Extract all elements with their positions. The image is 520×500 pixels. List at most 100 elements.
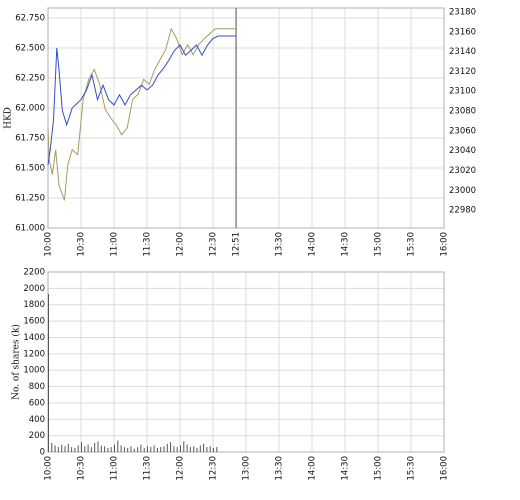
volume-bar bbox=[213, 447, 214, 452]
y2-tick-label: 23160 bbox=[449, 27, 476, 37]
x-tick-label: 11:30 bbox=[143, 456, 153, 481]
volume-bar bbox=[166, 443, 168, 452]
y-tick-label: 1400 bbox=[23, 333, 45, 343]
volume-bar bbox=[216, 447, 218, 452]
volume-bar bbox=[117, 440, 119, 452]
volume-bar bbox=[170, 442, 172, 452]
volume-bar bbox=[94, 443, 96, 452]
volume-bar bbox=[143, 447, 145, 452]
y2-tick-label: 23000 bbox=[449, 186, 476, 196]
volume-bar bbox=[104, 446, 106, 452]
volume-bar bbox=[110, 447, 112, 452]
volume-bar bbox=[189, 447, 191, 452]
y-tick-label: 61.750 bbox=[15, 133, 45, 143]
x-tick-label: 10:00 bbox=[44, 232, 54, 257]
x-tick-label: 11:30 bbox=[143, 232, 153, 257]
volume-bar bbox=[74, 447, 76, 452]
y-tick-label: 2000 bbox=[23, 284, 45, 294]
price-line bbox=[47, 35, 237, 166]
volume-bar bbox=[140, 444, 142, 452]
y-tick-label: 800 bbox=[29, 382, 45, 392]
volume-bar bbox=[54, 445, 56, 452]
y-tick-label: 61.500 bbox=[15, 163, 45, 173]
x-tick-label: 14:30 bbox=[341, 232, 351, 257]
x-tick-label: 15:00 bbox=[374, 456, 384, 481]
plot-area bbox=[48, 8, 444, 228]
volume-bar bbox=[81, 442, 82, 452]
y-tick-label: 62.000 bbox=[15, 103, 45, 113]
y2-tick-label: 23020 bbox=[449, 166, 476, 176]
volume-bar bbox=[160, 447, 162, 452]
x-tick-label: 10:30 bbox=[77, 232, 87, 257]
y-tick-label: 62.250 bbox=[15, 73, 45, 83]
x-tick-label: 16:00 bbox=[440, 232, 450, 257]
volume-bar bbox=[173, 446, 175, 452]
y2-tick-label: 23100 bbox=[449, 87, 476, 97]
x-tick-label: 16:00 bbox=[440, 456, 450, 481]
volume-bar bbox=[71, 447, 73, 452]
volume-bar bbox=[123, 447, 125, 452]
volume-bar bbox=[156, 447, 158, 452]
x-tick-label: 14:00 bbox=[308, 232, 318, 257]
volume-bar bbox=[196, 447, 198, 452]
y-tick-label: 61.000 bbox=[15, 224, 45, 234]
volume-bar bbox=[199, 445, 201, 452]
y-tick-label: 1800 bbox=[23, 300, 45, 310]
volume-bar bbox=[114, 444, 115, 452]
volume-bar bbox=[84, 446, 86, 452]
volume-bar bbox=[64, 446, 66, 452]
volume-bar bbox=[176, 447, 178, 452]
volume-bar bbox=[180, 445, 181, 452]
volume-bar bbox=[87, 444, 89, 452]
volume-bar bbox=[61, 444, 63, 452]
y2-tick-label: 23120 bbox=[449, 67, 476, 77]
y-tick-label: 62.500 bbox=[15, 43, 45, 53]
y-axis-label: HKD bbox=[4, 107, 14, 129]
x-tick-label: 15:00 bbox=[374, 232, 384, 257]
x-tick-label: 12:00 bbox=[176, 232, 186, 257]
y2-tick-label: 23040 bbox=[449, 146, 476, 156]
volume-bar bbox=[57, 447, 59, 452]
x-tick-label: 10:30 bbox=[77, 456, 87, 481]
x-tick-label: 13:00 bbox=[242, 456, 252, 481]
x-tick-label: 15:30 bbox=[407, 456, 417, 481]
volume-bar bbox=[67, 443, 69, 452]
y-tick-label: 61.250 bbox=[15, 193, 45, 203]
y-tick-label: 600 bbox=[29, 398, 45, 408]
y-axis-label: No. of shares (k) bbox=[11, 324, 22, 400]
x-tick-label: 14:00 bbox=[308, 456, 318, 481]
volume-bar bbox=[97, 441, 99, 452]
y-tick-label: 1000 bbox=[23, 366, 45, 376]
y2-tick-label: 23080 bbox=[449, 107, 476, 117]
volume-bar bbox=[147, 446, 148, 452]
x-tick-label: 10:00 bbox=[44, 456, 54, 481]
x-tick-label: 12:30 bbox=[209, 232, 219, 257]
y-tick-label: 200 bbox=[29, 431, 45, 441]
plot-frame bbox=[47, 7, 445, 229]
y-tick-label: 1600 bbox=[23, 317, 45, 327]
volume-bar bbox=[100, 445, 102, 452]
y-tick-label: 1200 bbox=[23, 349, 45, 359]
volume-bar bbox=[193, 446, 195, 452]
x-tick-label: 12:00 bbox=[176, 456, 186, 481]
x-tick-label: 12:30 bbox=[209, 456, 219, 481]
x-tick-label: 12:51 bbox=[232, 232, 242, 257]
volume-bar bbox=[183, 441, 185, 452]
y-tick-label: 0 bbox=[40, 448, 45, 458]
volume-bar bbox=[137, 447, 139, 452]
y2-tick-label: 23180 bbox=[449, 7, 476, 17]
volume-bar bbox=[120, 445, 122, 452]
volume-bar bbox=[48, 294, 49, 452]
volume-bar bbox=[130, 446, 132, 452]
volume-bar bbox=[150, 447, 152, 452]
volume-bar bbox=[127, 447, 129, 452]
y2-tick-label: 22980 bbox=[449, 206, 476, 216]
volume-bar bbox=[203, 443, 205, 452]
y-tick-label: 2200 bbox=[23, 268, 45, 278]
price-line bbox=[47, 27, 237, 201]
volume-bar bbox=[107, 447, 109, 452]
x-tick-label: 11:00 bbox=[110, 456, 120, 481]
x-tick-label: 15:30 bbox=[407, 232, 417, 257]
volume-bar bbox=[209, 446, 211, 452]
volume-bar bbox=[90, 447, 92, 452]
